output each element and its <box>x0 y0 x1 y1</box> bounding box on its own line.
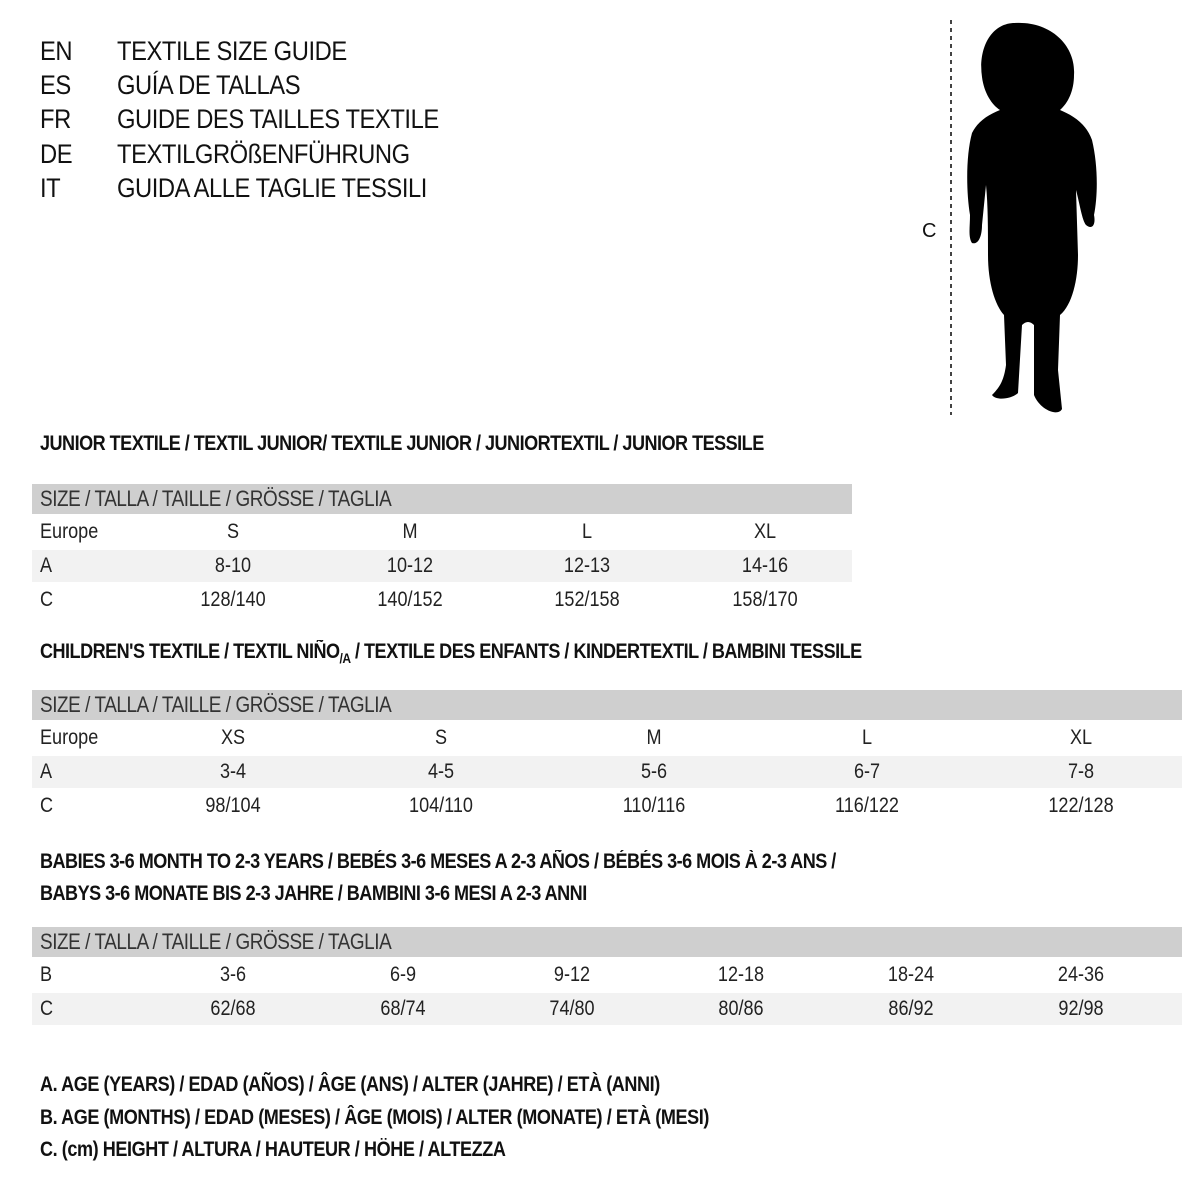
size-header-row: SIZE / TALLA / TAILLE / GRÖSSE / TAGLIA <box>32 690 1182 720</box>
table-cell: S <box>226 520 240 543</box>
size-header-label: SIZE / TALLA / TAILLE / GRÖSSE / TAGLIA <box>40 929 392 954</box>
table-cell: 158/170 <box>732 588 798 611</box>
table-cell: 18-24 <box>887 963 935 986</box>
table-cell: XL <box>753 520 777 543</box>
table-cell: XL <box>1069 726 1093 749</box>
junior-title: JUNIOR TEXTILE / TEXTIL JUNIOR/ TEXTILE … <box>40 432 764 455</box>
table-cell: 128/140 <box>200 588 266 611</box>
child-silhouette-figure <box>950 20 1097 415</box>
lang-code: EN <box>40 36 73 66</box>
table-cell: 9-12 <box>553 963 591 986</box>
children-title: CHILDREN'S TEXTILE / TEXTIL NIÑO/A / TEX… <box>40 640 862 667</box>
table-cell: 5-6 <box>640 760 668 783</box>
table-row: Europe S M L XL <box>32 516 852 548</box>
babies-title-line2: BABYS 3-6 MONATE BIS 2-3 JAHRE / BAMBINI… <box>40 882 587 905</box>
table-cell: 98/104 <box>205 794 261 817</box>
table-cell: 80/86 <box>718 997 764 1020</box>
table-cell: 10-12 <box>386 554 434 577</box>
guide-title: GUIDE DES TAILLES TEXTILE <box>117 104 439 134</box>
footnote-c: C. (cm) HEIGHT / ALTURA / HAUTEUR / HÖHE… <box>40 1138 506 1161</box>
lang-code: ES <box>40 70 71 100</box>
babies-size-table: SIZE / TALLA / TAILLE / GRÖSSE / TAGLIA B… <box>32 927 1182 1025</box>
table-cell: 8-10 <box>214 554 252 577</box>
table-cell: M <box>402 520 418 543</box>
table-row: A 8-10 10-12 12-13 14-16 <box>32 550 852 582</box>
row-label: C <box>40 588 54 611</box>
table-cell: 62/68 <box>210 997 256 1020</box>
junior-size-table: SIZE / TALLA / TAILLE / GRÖSSE / TAGLIA E… <box>32 484 852 616</box>
size-header-row: SIZE / TALLA / TAILLE / GRÖSSE / TAGLIA <box>32 927 1182 957</box>
row-label: Europe <box>40 520 99 543</box>
table-row: C 128/140 140/152 152/158 158/170 <box>32 584 852 616</box>
size-header-label: SIZE / TALLA / TAILLE / GRÖSSE / TAGLIA <box>40 692 392 717</box>
table-cell: 6-7 <box>853 760 881 783</box>
table-row: B 3-6 6-9 9-12 12-18 18-24 24-36 <box>32 959 1182 991</box>
size-header-label: SIZE / TALLA / TAILLE / GRÖSSE / TAGLIA <box>40 486 392 511</box>
table-cell: M <box>646 726 662 749</box>
table-cell: 122/128 <box>1048 794 1114 817</box>
children-size-table: SIZE / TALLA / TAILLE / GRÖSSE / TAGLIA E… <box>32 690 1182 822</box>
row-label: Europe <box>40 726 99 749</box>
table-cell: 3-6 <box>219 963 247 986</box>
table-cell: 3-4 <box>219 760 247 783</box>
table-row: C 98/104 104/110 110/116 116/122 122/128 <box>32 790 1182 822</box>
table-cell: 140/152 <box>377 588 443 611</box>
lang-code: FR <box>40 104 71 134</box>
table-cell: 14-16 <box>741 554 789 577</box>
height-label: C <box>922 220 937 242</box>
row-label: A <box>40 554 53 577</box>
table-cell: 110/116 <box>622 794 686 817</box>
footnote-b: B. AGE (MONTHS) / EDAD (MESES) / ÂGE (MO… <box>40 1106 709 1129</box>
table-cell: 7-8 <box>1067 760 1095 783</box>
guide-title: GUÍA DE TALLAS <box>117 70 301 100</box>
guide-title: TEXTILGRÖßENFÜHRUNG <box>117 139 410 169</box>
row-label: A <box>40 760 53 783</box>
table-cell: L <box>581 520 593 543</box>
babies-title-line1: BABIES 3-6 MONTH TO 2-3 YEARS / BEBÉS 3-… <box>40 850 836 873</box>
table-row: A 3-4 4-5 5-6 6-7 7-8 <box>32 756 1182 788</box>
table-cell: XS <box>220 726 246 749</box>
table-cell: S <box>434 726 448 749</box>
table-cell: 24-36 <box>1057 963 1105 986</box>
row-label: C <box>40 794 54 817</box>
table-cell: 92/98 <box>1058 997 1104 1020</box>
table-cell: 68/74 <box>380 997 426 1020</box>
table-cell: 74/80 <box>549 997 595 1020</box>
table-cell: 12-18 <box>717 963 765 986</box>
table-cell: 152/158 <box>554 588 620 611</box>
table-cell: 12-13 <box>563 554 611 577</box>
guide-title: TEXTILE SIZE GUIDE <box>117 36 347 66</box>
table-cell: 116/122 <box>835 794 899 817</box>
table-row: C 62/68 68/74 74/80 80/86 86/92 92/98 <box>32 993 1182 1025</box>
size-header-row: SIZE / TALLA / TAILLE / GRÖSSE / TAGLIA <box>32 484 852 514</box>
table-cell: L <box>861 726 873 749</box>
lang-code: DE <box>40 139 73 169</box>
table-cell: 104/110 <box>409 794 473 817</box>
table-cell: 6-9 <box>389 963 417 986</box>
lang-code: IT <box>40 173 61 203</box>
row-label: C <box>40 997 54 1020</box>
table-cell: 4-5 <box>427 760 455 783</box>
guide-title: GUIDA ALLE TAGLIE TESSILI <box>117 173 427 203</box>
table-cell: 86/92 <box>888 997 934 1020</box>
table-row: Europe XS S M L XL <box>32 722 1182 754</box>
row-label: B <box>40 963 53 986</box>
footnote-a: A. AGE (YEARS) / EDAD (AÑOS) / ÂGE (ANS)… <box>40 1073 660 1096</box>
